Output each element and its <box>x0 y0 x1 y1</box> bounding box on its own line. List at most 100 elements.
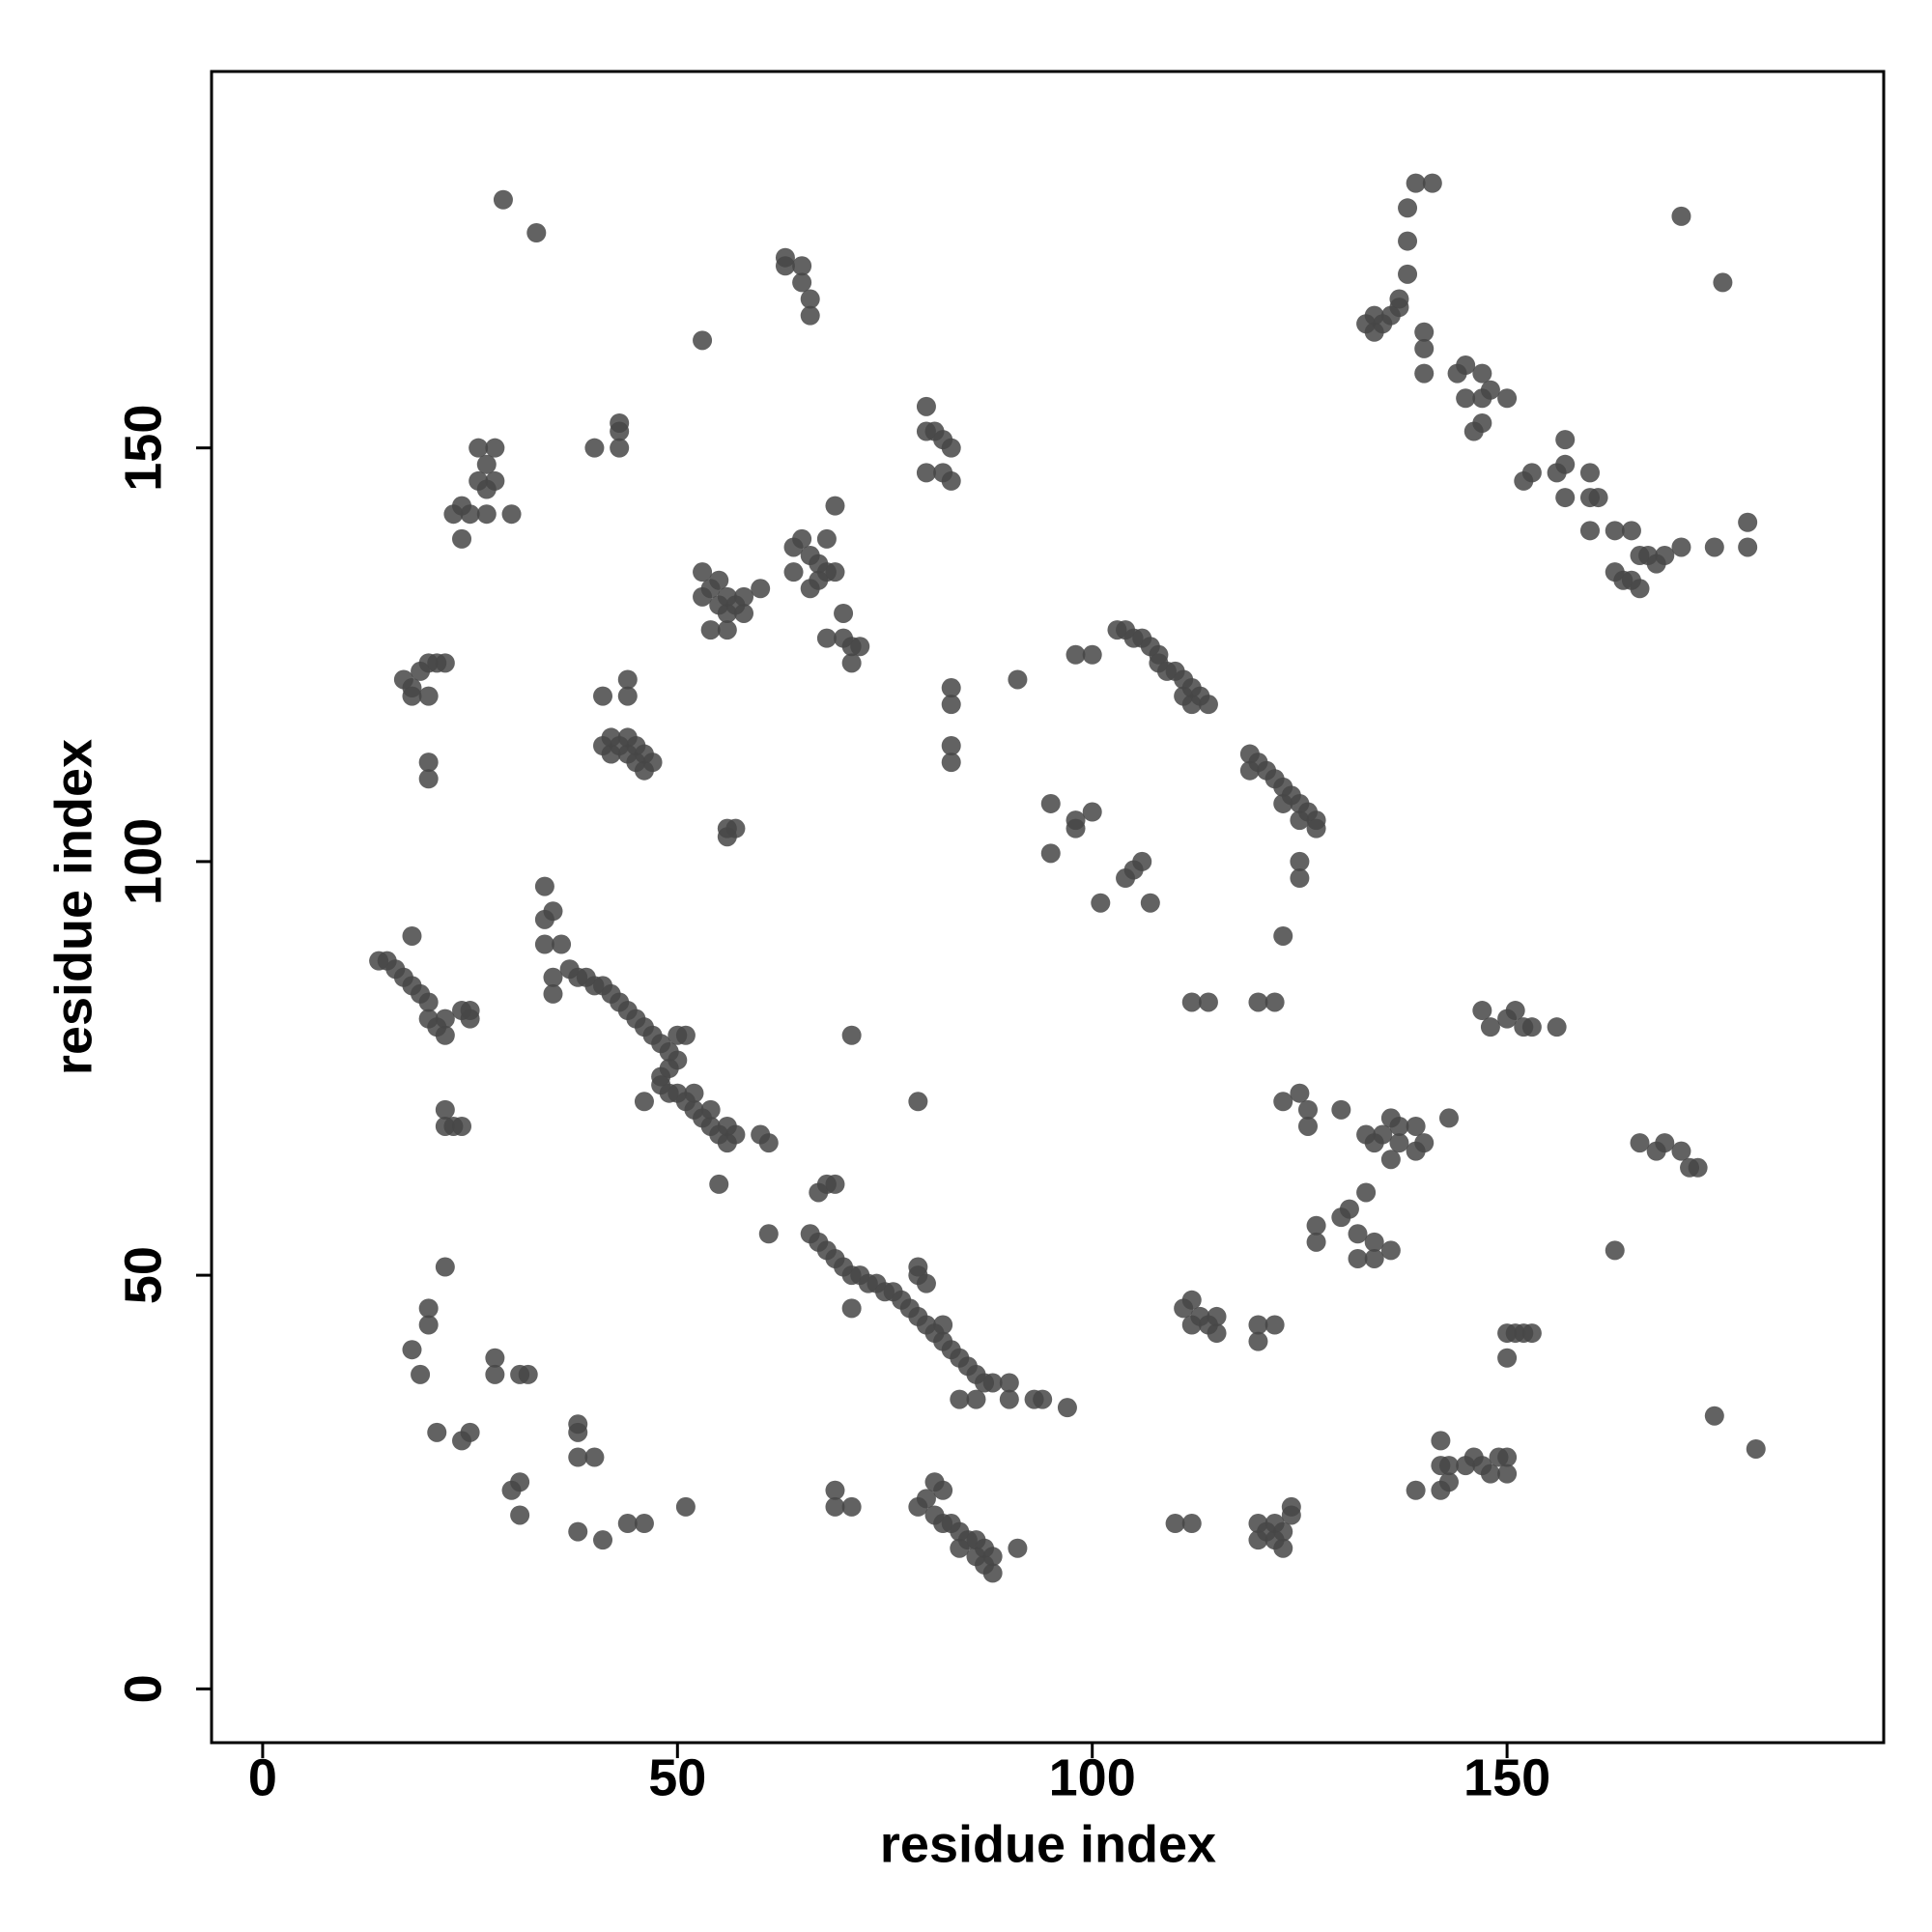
point <box>725 1124 746 1145</box>
point <box>1431 1480 1451 1500</box>
point <box>460 504 480 525</box>
point <box>402 686 422 706</box>
point <box>1472 363 1492 384</box>
point <box>518 1364 538 1384</box>
point <box>709 570 729 590</box>
point <box>908 1092 928 1112</box>
point <box>1082 802 1102 822</box>
point <box>1331 1099 1351 1120</box>
point <box>1480 380 1500 400</box>
point <box>411 1364 431 1384</box>
point <box>841 1496 862 1517</box>
point <box>617 686 638 706</box>
point <box>1630 579 1650 599</box>
point <box>1746 1438 1766 1459</box>
point <box>1588 488 1608 508</box>
point <box>684 1083 704 1103</box>
point <box>634 1092 654 1112</box>
point <box>1040 793 1061 813</box>
point <box>1290 1083 1310 1103</box>
point <box>593 1530 613 1550</box>
point <box>982 1547 1003 1567</box>
point <box>734 603 754 623</box>
point <box>543 901 563 922</box>
point <box>1456 388 1476 409</box>
point <box>435 1025 455 1045</box>
point <box>1264 1315 1285 1335</box>
point <box>1521 1017 1542 1037</box>
point <box>1406 173 1426 193</box>
point <box>1348 1248 1368 1268</box>
point <box>933 1315 953 1335</box>
point <box>1414 322 1435 342</box>
point <box>734 586 754 607</box>
point <box>825 1480 845 1500</box>
point <box>1497 1463 1518 1484</box>
y-tick-label: 0 <box>114 1674 172 1703</box>
point <box>941 470 961 491</box>
point <box>418 753 439 773</box>
point <box>1431 1431 1451 1451</box>
point <box>1422 173 1442 193</box>
point <box>1497 1348 1518 1368</box>
point <box>452 1116 472 1136</box>
point <box>709 1174 729 1194</box>
point <box>1373 1124 1393 1145</box>
point <box>1306 818 1326 838</box>
point <box>1406 1480 1426 1500</box>
point <box>1273 1521 1293 1542</box>
x-axis-title: residue index <box>880 1815 1216 1873</box>
point <box>825 496 845 516</box>
point <box>841 653 862 673</box>
point <box>568 1422 588 1442</box>
point <box>1273 925 1293 946</box>
point <box>1414 363 1435 384</box>
point <box>800 289 820 309</box>
point <box>1008 669 1028 690</box>
point <box>1290 851 1310 871</box>
point <box>1040 843 1061 864</box>
point <box>1497 1447 1518 1467</box>
point <box>941 695 961 715</box>
point <box>1380 1240 1401 1261</box>
point <box>1480 1017 1500 1037</box>
point <box>452 528 472 549</box>
point <box>816 528 837 549</box>
point <box>418 1298 439 1319</box>
point <box>1704 537 1724 557</box>
point <box>402 925 422 946</box>
point <box>792 256 812 276</box>
point <box>1281 1496 1301 1517</box>
point <box>1630 1133 1650 1153</box>
point <box>1140 893 1160 913</box>
point <box>435 1099 455 1120</box>
point <box>1057 1398 1077 1418</box>
point <box>1306 1215 1326 1236</box>
point <box>941 438 961 458</box>
point <box>1181 1315 1202 1335</box>
point <box>966 1389 986 1409</box>
point <box>783 562 804 582</box>
point <box>418 1315 439 1335</box>
point <box>1273 1092 1293 1112</box>
point <box>485 470 505 491</box>
point <box>1472 412 1492 433</box>
point <box>1456 355 1476 376</box>
point <box>950 1389 970 1409</box>
point <box>1579 521 1600 541</box>
point <box>435 1009 455 1029</box>
point <box>427 1422 447 1442</box>
point <box>1671 1141 1691 1161</box>
point <box>1547 1017 1567 1037</box>
point <box>485 438 505 458</box>
point <box>1198 992 1218 1012</box>
point <box>816 628 837 648</box>
point <box>908 1257 928 1277</box>
point <box>1174 1298 1194 1319</box>
point <box>1008 1538 1028 1558</box>
y-tick-label: 150 <box>114 405 172 492</box>
point <box>1579 463 1600 483</box>
point <box>1033 1389 1053 1409</box>
point <box>1398 198 1418 218</box>
point <box>751 579 771 599</box>
